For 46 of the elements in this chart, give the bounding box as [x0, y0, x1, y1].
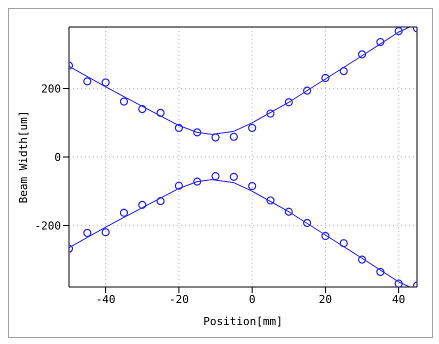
point — [156, 108, 165, 117]
point — [156, 197, 165, 206]
point — [394, 27, 403, 36]
point — [340, 239, 348, 248]
point — [358, 256, 366, 264]
y-tick-label: -200 — [34, 219, 61, 232]
point — [120, 97, 128, 106]
point — [303, 86, 312, 95]
x-axis-title: Position[mm] — [203, 315, 283, 328]
point — [248, 182, 256, 190]
point — [174, 182, 183, 190]
x-tick-label: 20 — [318, 292, 332, 306]
y-tick-label: 0 — [54, 150, 61, 164]
point — [376, 268, 384, 276]
point — [138, 105, 146, 114]
point — [321, 74, 330, 82]
point — [230, 132, 238, 141]
point — [248, 124, 256, 132]
point — [102, 78, 110, 87]
point — [340, 67, 348, 76]
x-tick-label: -40 — [96, 292, 116, 306]
point — [138, 200, 146, 209]
x-tick-label: -20 — [168, 292, 189, 306]
point — [174, 124, 183, 132]
point — [120, 208, 128, 217]
point — [284, 98, 293, 106]
x-tick-label: 40 — [392, 292, 406, 306]
point — [266, 196, 275, 205]
point — [230, 172, 238, 181]
point — [102, 228, 110, 236]
point — [303, 218, 312, 228]
y-tick-label: 200 — [41, 82, 61, 96]
point — [83, 77, 92, 86]
point — [211, 172, 220, 180]
point — [211, 133, 220, 142]
point — [83, 228, 92, 238]
point — [376, 38, 384, 46]
point — [266, 109, 275, 118]
x-tick-label: 0 — [248, 292, 256, 306]
y-axis-title: Beam Width[um] — [16, 110, 30, 204]
point — [321, 232, 330, 240]
point — [358, 50, 366, 58]
point — [193, 178, 202, 186]
point — [394, 279, 403, 287]
point — [193, 128, 202, 136]
point — [284, 208, 293, 216]
